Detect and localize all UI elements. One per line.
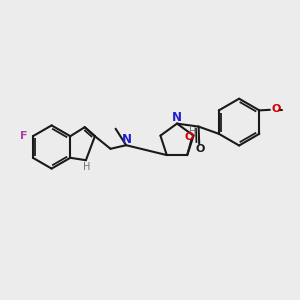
Text: O: O (272, 104, 281, 115)
Text: O: O (184, 132, 194, 142)
Text: F: F (20, 130, 28, 141)
Text: H: H (189, 127, 196, 137)
Text: N: N (122, 133, 131, 146)
Text: H: H (83, 162, 91, 172)
Text: N: N (172, 111, 182, 124)
Text: O: O (195, 144, 205, 154)
